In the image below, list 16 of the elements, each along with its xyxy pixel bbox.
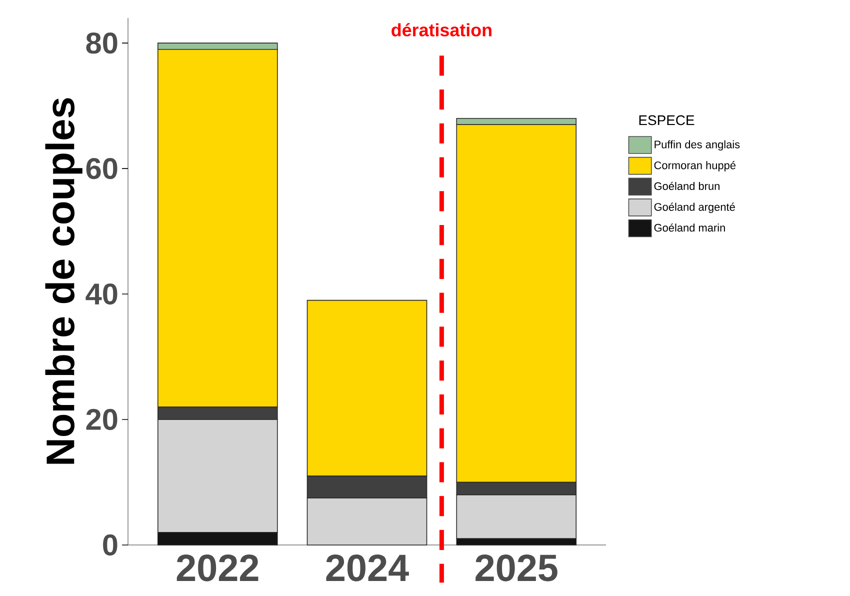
y-tick-label: 80 — [86, 32, 118, 54]
legend-label: Cormoran huppé — [654, 161, 736, 172]
legend-label: Puffin des anglais — [654, 140, 740, 151]
annotation: dératisation — [392, 23, 492, 36]
y-tick-label: 40 — [86, 283, 118, 305]
y-axis-title: Nombre de couples — [45, 98, 82, 464]
x-tick-label: 2022 — [176, 554, 258, 582]
legend-label: Goéland brun — [654, 182, 720, 190]
legend-label: Goéland argenté — [654, 202, 735, 213]
legend-label: Goéland marin — [654, 223, 725, 232]
x-tick-label: 2025 — [476, 554, 558, 582]
x-tick-label: 2024 — [326, 554, 409, 582]
y-tick-label: 20 — [86, 408, 118, 430]
y-tick-label: 60 — [86, 158, 118, 180]
y-tick-label: 0 — [103, 534, 118, 556]
legend-title: ESPECE — [639, 115, 694, 126]
